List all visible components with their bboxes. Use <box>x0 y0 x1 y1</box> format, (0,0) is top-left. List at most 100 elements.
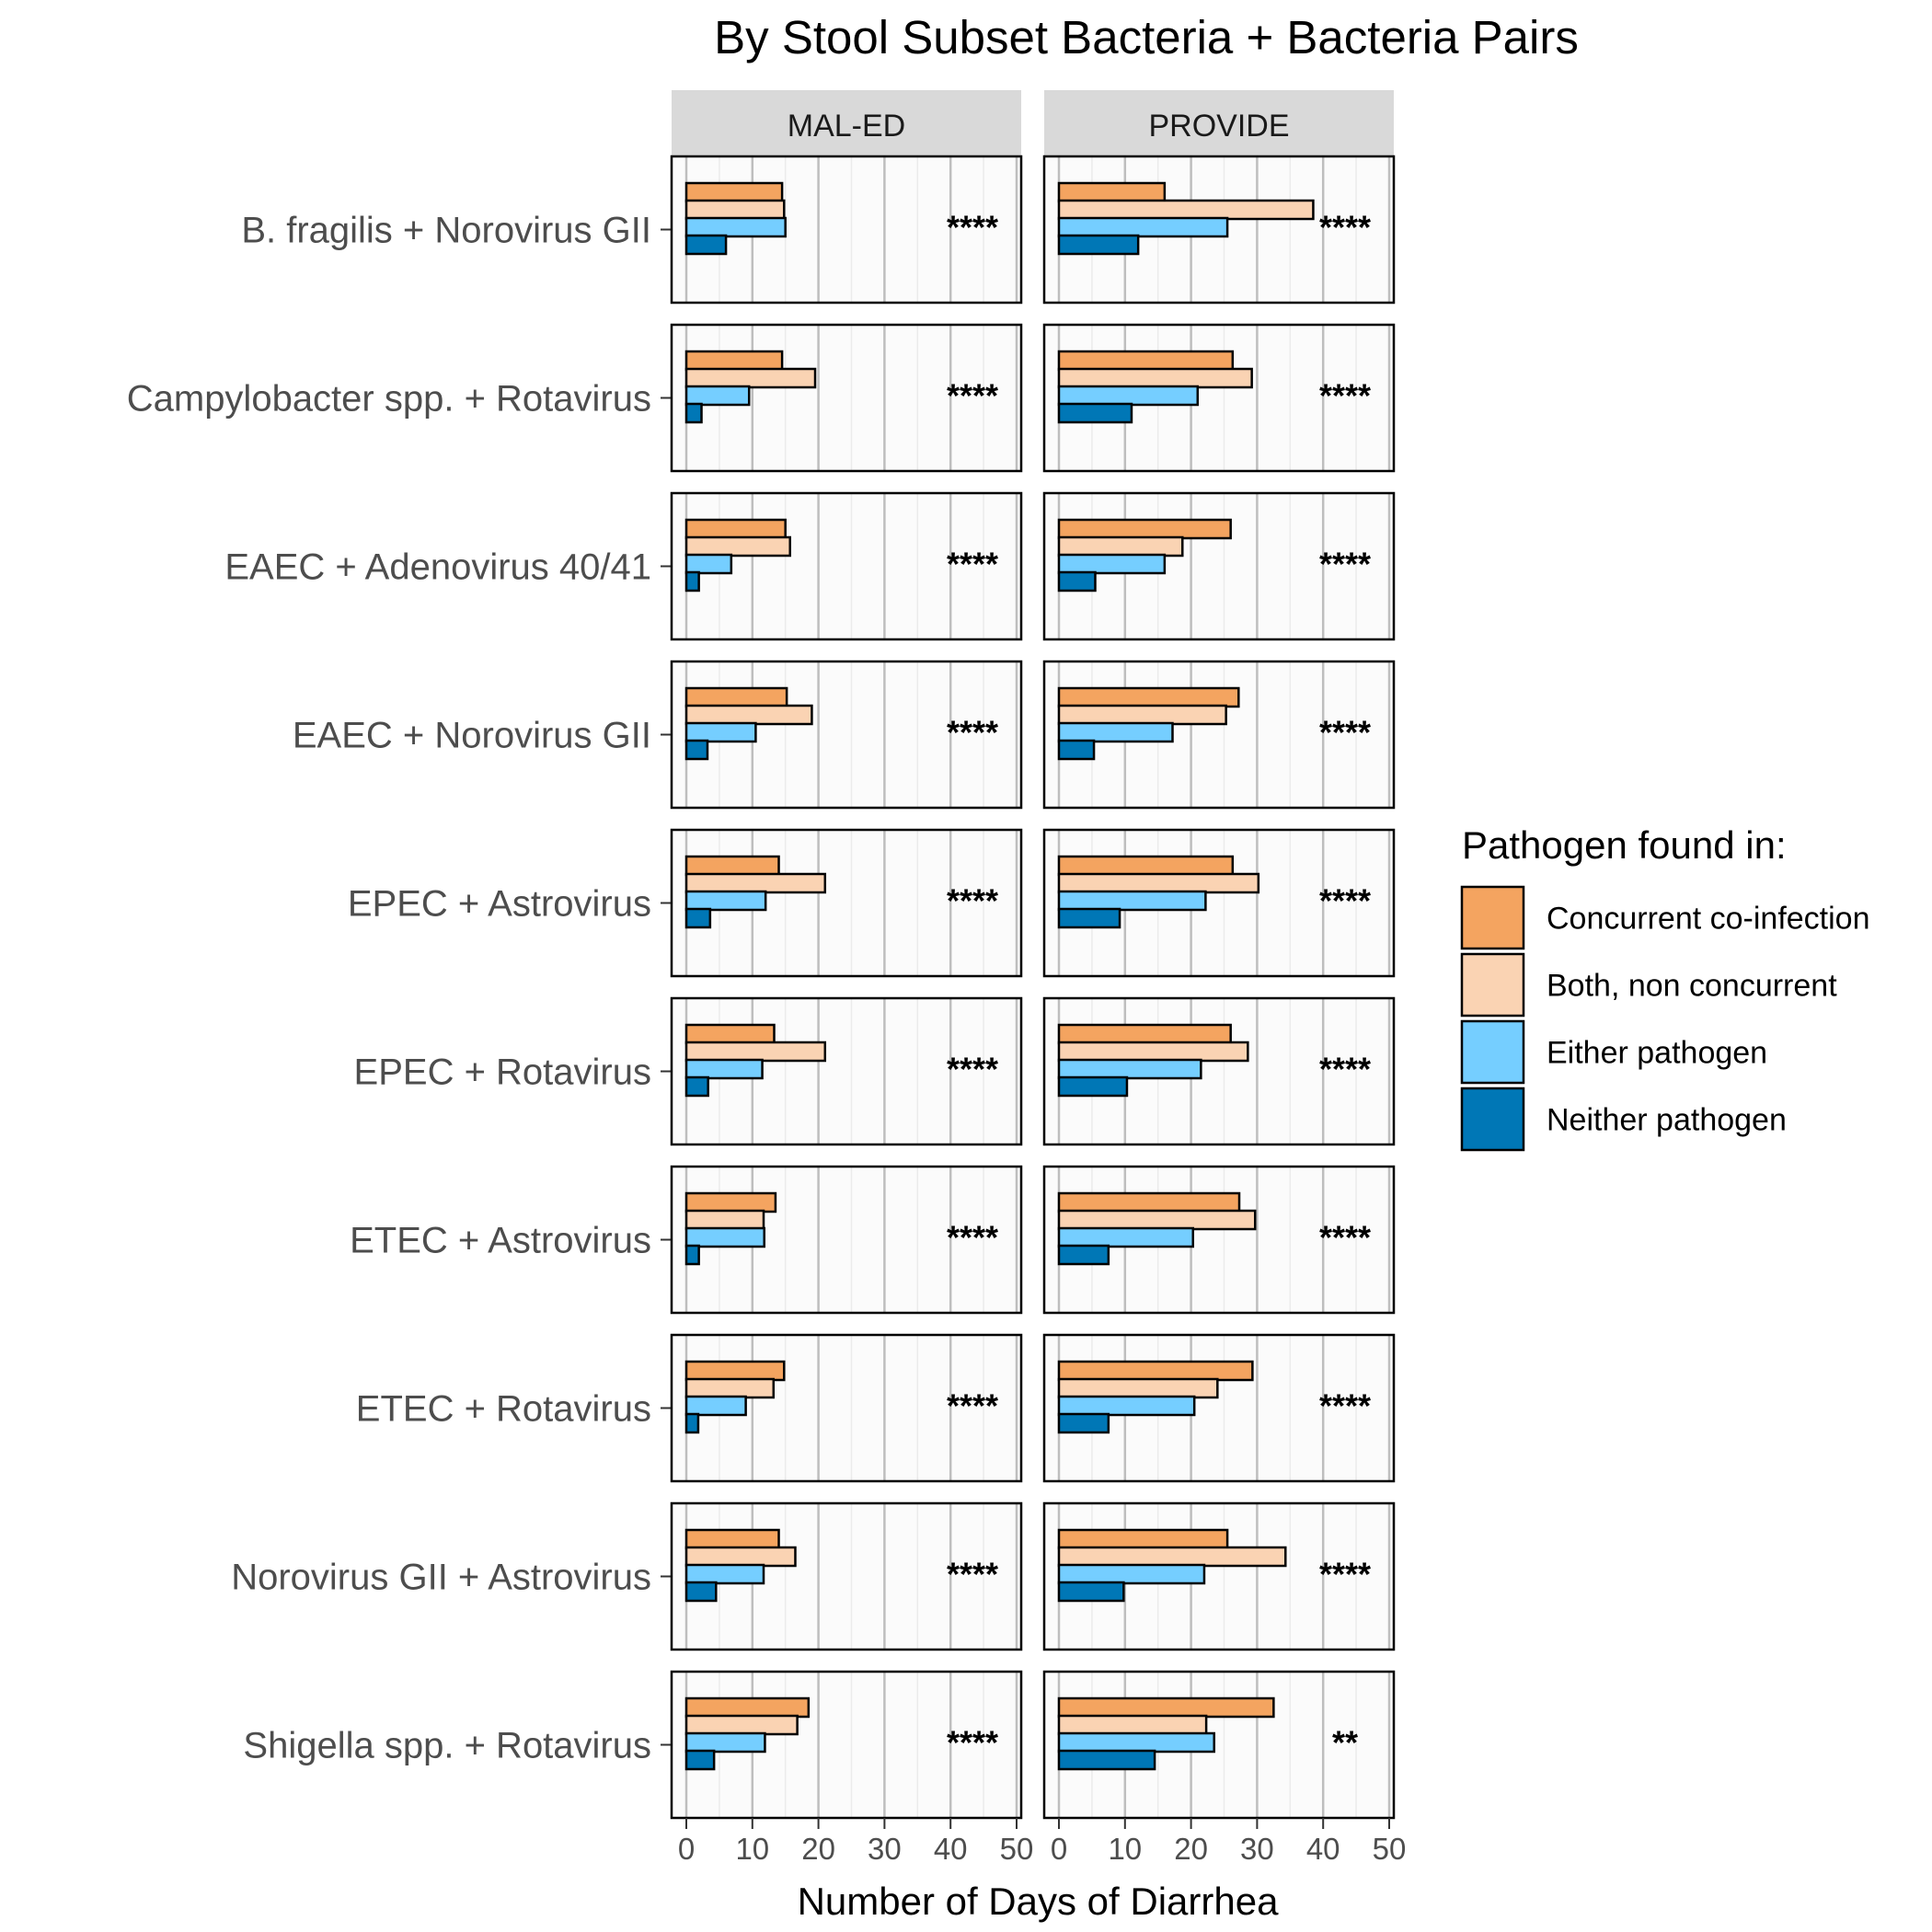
bar-mal-ed-4-0 <box>684 855 780 877</box>
panel-border <box>1042 996 1396 1146</box>
bar-provide-3-1 <box>1057 704 1227 726</box>
bar-mal-ed-5-2 <box>684 1058 764 1080</box>
bar-mal-ed-4-1 <box>684 872 827 894</box>
bar-mal-ed-3-1 <box>684 704 813 726</box>
significance-label: **** <box>1319 714 1371 752</box>
bar-mal-ed-0-1 <box>684 199 786 221</box>
bar-mal-ed-2-0 <box>684 518 787 540</box>
bar-provide-1-0 <box>1057 350 1235 372</box>
bar-mal-ed-5-3 <box>684 1075 709 1098</box>
legend-swatch-1 <box>1460 952 1525 1018</box>
bar-provide-8-2 <box>1057 1563 1206 1585</box>
panel-border <box>1042 155 1396 305</box>
bar-provide-0-2 <box>1057 216 1229 238</box>
bar-provide-2-1 <box>1057 535 1184 558</box>
bar-mal-ed-7-3 <box>684 1412 700 1434</box>
bar-mal-ed-3-2 <box>684 721 757 743</box>
panel-border <box>670 660 1023 810</box>
panel-border <box>670 1670 1023 1820</box>
category-label-8: Norovirus GII + Astrovirus <box>231 1558 651 1598</box>
bar-provide-6-2 <box>1057 1226 1195 1248</box>
bar-mal-ed-1-3 <box>684 402 703 424</box>
bar-mal-ed-3-0 <box>684 686 788 708</box>
legend-swatch-2 <box>1460 1019 1525 1085</box>
bar-provide-9-0 <box>1057 1696 1275 1719</box>
significance-label: **** <box>947 1556 998 1593</box>
bar-provide-4-1 <box>1057 872 1260 894</box>
legend-label-0: Concurrent co-infection <box>1547 902 1870 937</box>
significance-label: **** <box>1319 209 1371 247</box>
panel-border <box>1042 828 1396 978</box>
bar-mal-ed-3-3 <box>684 739 709 761</box>
bar-provide-8-3 <box>1057 1581 1125 1603</box>
bar-mal-ed-0-3 <box>684 234 728 256</box>
bar-provide-9-2 <box>1057 1731 1215 1754</box>
bar-mal-ed-5-0 <box>684 1023 776 1045</box>
bar-provide-9-1 <box>1057 1714 1208 1736</box>
panel-border <box>1042 323 1396 473</box>
bar-provide-3-3 <box>1057 739 1096 761</box>
category-label-7: ETEC + Rotavirus <box>356 1389 651 1430</box>
bar-mal-ed-9-2 <box>684 1731 766 1754</box>
category-label-6: ETEC + Astrovirus <box>350 1221 651 1261</box>
bar-provide-1-2 <box>1057 385 1200 407</box>
significance-label: **** <box>1319 1051 1371 1088</box>
significance-label: **** <box>947 1219 998 1257</box>
category-label-4: EPEC + Astrovirus <box>348 884 651 925</box>
panel-border <box>1042 1501 1396 1651</box>
bar-provide-8-0 <box>1057 1528 1229 1550</box>
bar-provide-2-0 <box>1057 518 1232 540</box>
bar-provide-0-1 <box>1057 199 1315 221</box>
bar-provide-3-2 <box>1057 721 1174 743</box>
bar-mal-ed-8-2 <box>684 1563 765 1585</box>
bar-provide-8-1 <box>1057 1546 1287 1568</box>
bar-mal-ed-1-0 <box>684 350 784 372</box>
category-label-1: Campylobacter spp. + Rotavirus <box>127 379 651 420</box>
category-label-5: EPEC + Rotavirus <box>354 1052 651 1093</box>
legend-swatch-3 <box>1460 1087 1525 1152</box>
bar-mal-ed-4-2 <box>684 890 767 912</box>
panel-border <box>1042 1333 1396 1483</box>
bar-mal-ed-7-0 <box>684 1360 786 1382</box>
x-tick-label-provide: 20 <box>1174 1832 1208 1866</box>
panel-border <box>670 1165 1023 1315</box>
bar-provide-5-3 <box>1057 1075 1129 1098</box>
significance-label: **** <box>947 1051 998 1088</box>
bar-provide-1-3 <box>1057 402 1133 424</box>
panel-border <box>670 996 1023 1146</box>
bar-mal-ed-7-2 <box>684 1395 747 1417</box>
legend-swatch-0 <box>1460 885 1525 950</box>
panel-border <box>670 1501 1023 1651</box>
bar-mal-ed-2-1 <box>684 535 791 558</box>
bar-mal-ed-9-1 <box>684 1714 799 1736</box>
legend-label-3: Neither pathogen <box>1547 1103 1787 1138</box>
bar-provide-4-3 <box>1057 907 1121 929</box>
bar-provide-9-3 <box>1057 1749 1156 1771</box>
x-tick-label-mal-ed: 10 <box>735 1832 769 1866</box>
bar-mal-ed-8-1 <box>684 1546 797 1568</box>
significance-label: **** <box>1319 882 1371 920</box>
bar-mal-ed-8-0 <box>684 1528 780 1550</box>
bar-mal-ed-0-0 <box>684 181 784 203</box>
significance-label: **** <box>947 1724 998 1762</box>
bar-mal-ed-6-0 <box>684 1191 777 1213</box>
bar-provide-7-0 <box>1057 1360 1254 1382</box>
significance-label: **** <box>947 1387 998 1425</box>
bar-provide-2-3 <box>1057 570 1097 592</box>
significance-label: **** <box>947 209 998 247</box>
bar-mal-ed-9-3 <box>684 1749 716 1771</box>
significance-label: **** <box>1319 377 1371 415</box>
significance-label: **** <box>1319 1556 1371 1593</box>
category-label-3: EAEC + Norovirus GII <box>293 716 651 756</box>
significance-label: **** <box>947 377 998 415</box>
bar-mal-ed-1-2 <box>684 385 751 407</box>
category-label-2: EAEC + Adenovirus 40/41 <box>224 547 651 588</box>
facet-label-0: MAL-ED <box>788 109 905 144</box>
legend-label-1: Both, non concurrent <box>1547 969 1837 1004</box>
legend-title: Pathogen found in: <box>1462 823 1787 867</box>
bar-provide-5-2 <box>1057 1058 1202 1080</box>
category-label-9: Shigella spp. + Rotavirus <box>243 1726 651 1766</box>
bar-mal-ed-6-3 <box>684 1244 700 1266</box>
